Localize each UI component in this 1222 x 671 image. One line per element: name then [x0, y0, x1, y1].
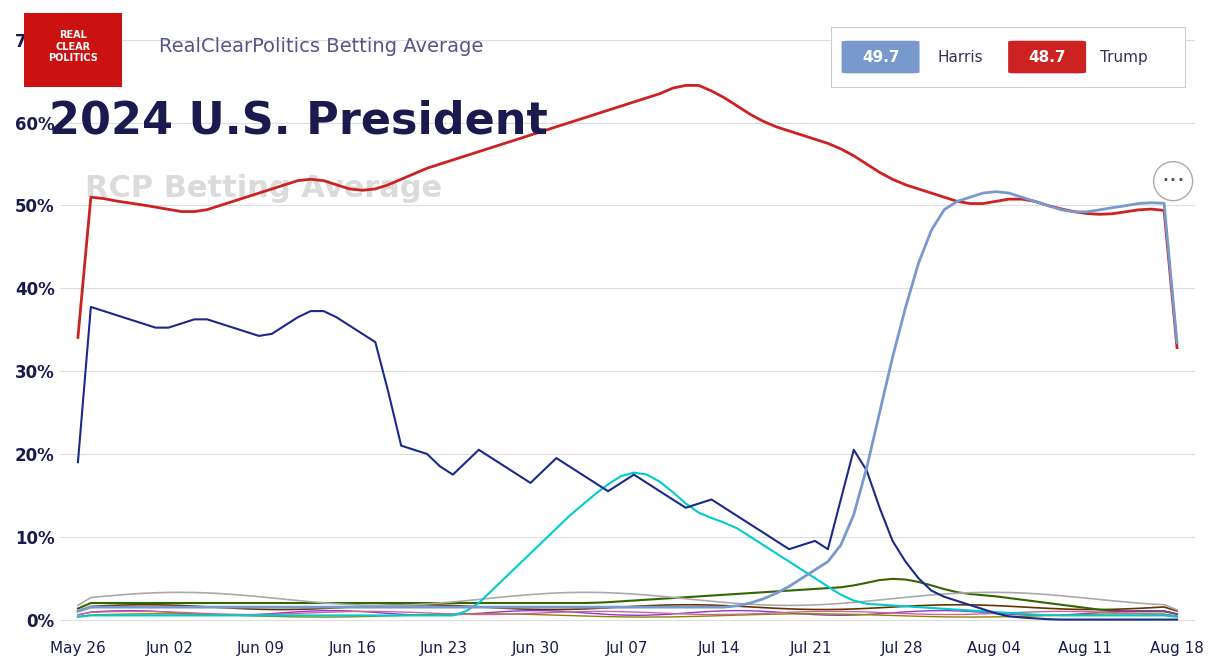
Text: RCP Betting Average: RCP Betting Average: [86, 174, 442, 203]
Text: 2024 U.S. President: 2024 U.S. President: [49, 99, 547, 142]
Text: 48.7: 48.7: [1029, 50, 1066, 64]
Text: Harris: Harris: [937, 50, 982, 64]
Text: ···: ···: [1161, 169, 1185, 193]
Text: Trump: Trump: [1100, 50, 1147, 64]
Text: RealClearPolitics Betting Average: RealClearPolitics Betting Average: [159, 38, 483, 56]
Text: 49.7: 49.7: [862, 50, 899, 64]
FancyBboxPatch shape: [1008, 41, 1086, 73]
Text: REAL
CLEAR
POLITICS: REAL CLEAR POLITICS: [49, 30, 98, 63]
FancyBboxPatch shape: [842, 41, 920, 73]
